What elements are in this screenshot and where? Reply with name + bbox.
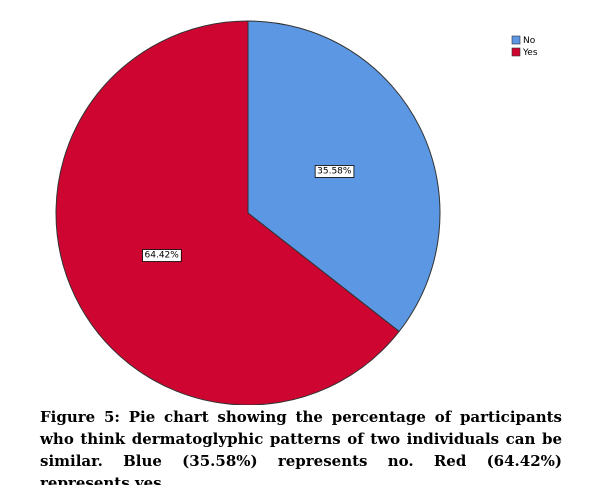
legend-label: Yes: [522, 48, 538, 58]
legend-label: No: [523, 36, 536, 46]
legend-swatch: [511, 35, 521, 45]
legend-swatch: [511, 47, 521, 57]
figure-caption: Figure 5: Pie chart showing the percenta…: [40, 408, 562, 485]
chart: 35.58% 64.42% No Yes: [55, 20, 538, 405]
pie-slice: [55, 20, 400, 405]
data-label: 64.42%: [145, 251, 180, 261]
data-label: 35.58%: [317, 166, 352, 176]
label-box: [142, 249, 182, 262]
label-box: [314, 165, 355, 178]
